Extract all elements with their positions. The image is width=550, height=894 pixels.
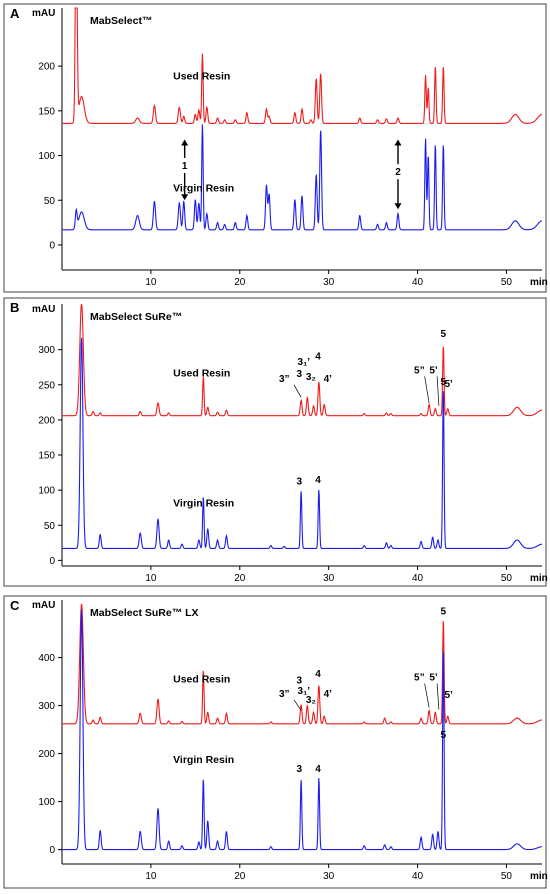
panel-c-peak-label: 5 [441, 606, 447, 617]
panel-a-arrowhead-down [181, 194, 189, 201]
panel-b-y-unit: mAU [32, 304, 55, 315]
panel-a-arrowhead-up [394, 139, 402, 146]
panel-c-peak-leader [424, 683, 430, 708]
panel-c-virgin-label: Virgin Resin [173, 754, 234, 766]
panel-a-y-tick-label: 150 [38, 106, 55, 117]
panel-a-x-tick-label: 30 [323, 277, 335, 288]
panel-a-arrow-label: 1 [182, 161, 188, 172]
panel-a-x-tick-label: 50 [501, 277, 513, 288]
panel-a-resin-title: MabSelect™ [90, 15, 152, 27]
panel-c-x-tick-label: 20 [234, 871, 246, 882]
panel-c-peak-leader [436, 683, 440, 710]
panel-c-y-tick-label: 0 [49, 845, 55, 856]
panel-b-peak-leader [436, 376, 440, 406]
panel-b-peak-label: 5 [441, 377, 447, 388]
panel-c-y-tick-label: 300 [38, 701, 55, 712]
panel-b-peak-label: 4 [315, 475, 321, 486]
panel-b-y-tick-label: 200 [38, 415, 55, 426]
panel-c-frame [3, 595, 547, 889]
panel-b-peak-label: 5 [441, 329, 447, 340]
panel-c-peak-label: 3 [297, 676, 303, 687]
panel-b-peak-label: 3₂ [306, 372, 316, 383]
panel-c-peak-label: 5 [441, 730, 447, 741]
panel-a-y-tick-label: 0 [49, 240, 55, 251]
panel-c-peak-label: 4’ [324, 689, 333, 700]
panel-b-used-label: Used Resin [173, 367, 230, 379]
panel-a-x-tick-label: 10 [145, 277, 157, 288]
panel-b-frame [3, 297, 547, 587]
panel-b-peak-leader [424, 376, 430, 404]
panel-c-y-tick-label: 200 [38, 749, 55, 760]
panel-c-peak-label: 3” [279, 689, 290, 700]
panel-c-used-label: Used Resin [173, 674, 230, 686]
panel-c-virgin-trace [62, 609, 542, 851]
panel-b-peak-label: 3 [297, 369, 303, 380]
panel-b-virgin-trace [62, 337, 542, 549]
panel-a-y-tick-label: 50 [44, 196, 56, 207]
panel-a-arrowhead-down [394, 203, 402, 210]
panel-b-peak-label: 4’ [324, 374, 333, 385]
panel-b-y-tick-label: 50 [44, 521, 56, 532]
panel-c-peak-label: 3₁’ [298, 686, 311, 697]
panel-a-y-tick-label: 200 [38, 62, 55, 73]
panel-b-peak-label: 3” [279, 374, 290, 385]
panel-c-resin-title: MabSelect SuRe™ LX [90, 607, 199, 619]
panel-a-arrowhead-up [181, 139, 189, 146]
panel-b-y-tick-label: 250 [38, 380, 55, 391]
panel-a-virgin-label: Virgin Resin [173, 182, 234, 194]
panel-c-x-tick-label: 40 [412, 871, 424, 882]
panel-b-peak-label: 3 [297, 477, 303, 488]
panel-c-y-unit: mAU [32, 600, 55, 611]
panel-c-peak-label: 5” [414, 673, 425, 684]
panel-b-peak-label: 5’ [429, 366, 438, 377]
panel-a-arrow-label: 2 [395, 167, 401, 178]
panel-b-y-tick-label: 150 [38, 451, 55, 462]
panel-a-virgin-trace [62, 124, 543, 231]
panel-a-frame [3, 3, 547, 293]
panel-b-x-tick-label: 50 [501, 573, 513, 584]
panel-c-x-tick-label: 10 [145, 871, 157, 882]
panel-c-peak-label: 4 [315, 764, 321, 775]
panel-b-virgin-label: Virgin Resin [173, 497, 234, 509]
panel-b-peak-label: 4 [315, 351, 321, 362]
panel-c-peak-label: 4 [315, 669, 321, 680]
panel-b-peak-leader [293, 384, 302, 398]
panel-a-x-unit: min [530, 277, 548, 288]
panel-a-y-tick-label: 100 [38, 151, 55, 162]
panel-c-peak-label: 5’ [429, 673, 438, 684]
panel-b-x-tick-label: 30 [323, 573, 335, 584]
panel-c-peak-leader [293, 699, 302, 711]
panel-c-x-tick-label: 30 [323, 871, 335, 882]
panel-b-x-tick-label: 20 [234, 573, 246, 584]
panel-b-peak-label: 5” [414, 366, 425, 377]
panel-a-x-tick-label: 40 [412, 277, 424, 288]
panel-c-y-tick-label: 400 [38, 653, 55, 664]
panel-a-used-label: Used Resin [173, 71, 230, 83]
panel-a-used-trace [62, 7, 542, 124]
panel-a-x-tick-label: 20 [234, 277, 246, 288]
panel-c-x-tick-label: 50 [501, 871, 513, 882]
panel-c-peak-label: 3 [297, 764, 303, 775]
panel-b-letter: B [10, 300, 19, 315]
panel-b-y-tick-label: 100 [38, 486, 55, 497]
panel-a-letter: A [10, 6, 20, 21]
panel-c-peak-label: 3₂ [306, 695, 316, 706]
panel-a-y-unit: mAU [32, 8, 55, 19]
panel-b-y-tick-label: 300 [38, 345, 55, 356]
panel-c-letter: C [10, 598, 20, 613]
panel-b-peak-label: 3₁’ [298, 357, 311, 368]
panel-c-x-unit: min [530, 871, 548, 882]
panel-c-used-trace [62, 603, 542, 725]
panel-b-peak-label: 5’ [444, 379, 453, 390]
panel-c-peak-label: 5’ [444, 690, 453, 701]
panel-b-y-tick-label: 0 [49, 556, 55, 567]
panel-b-used-trace [62, 303, 542, 417]
panel-c-y-tick-label: 100 [38, 797, 55, 808]
panel-b-resin-title: MabSelect SuRe™ [90, 311, 182, 323]
panel-b-x-tick-label: 40 [412, 573, 424, 584]
panel-b-x-unit: min [530, 573, 548, 584]
panel-b-x-tick-label: 10 [145, 573, 157, 584]
